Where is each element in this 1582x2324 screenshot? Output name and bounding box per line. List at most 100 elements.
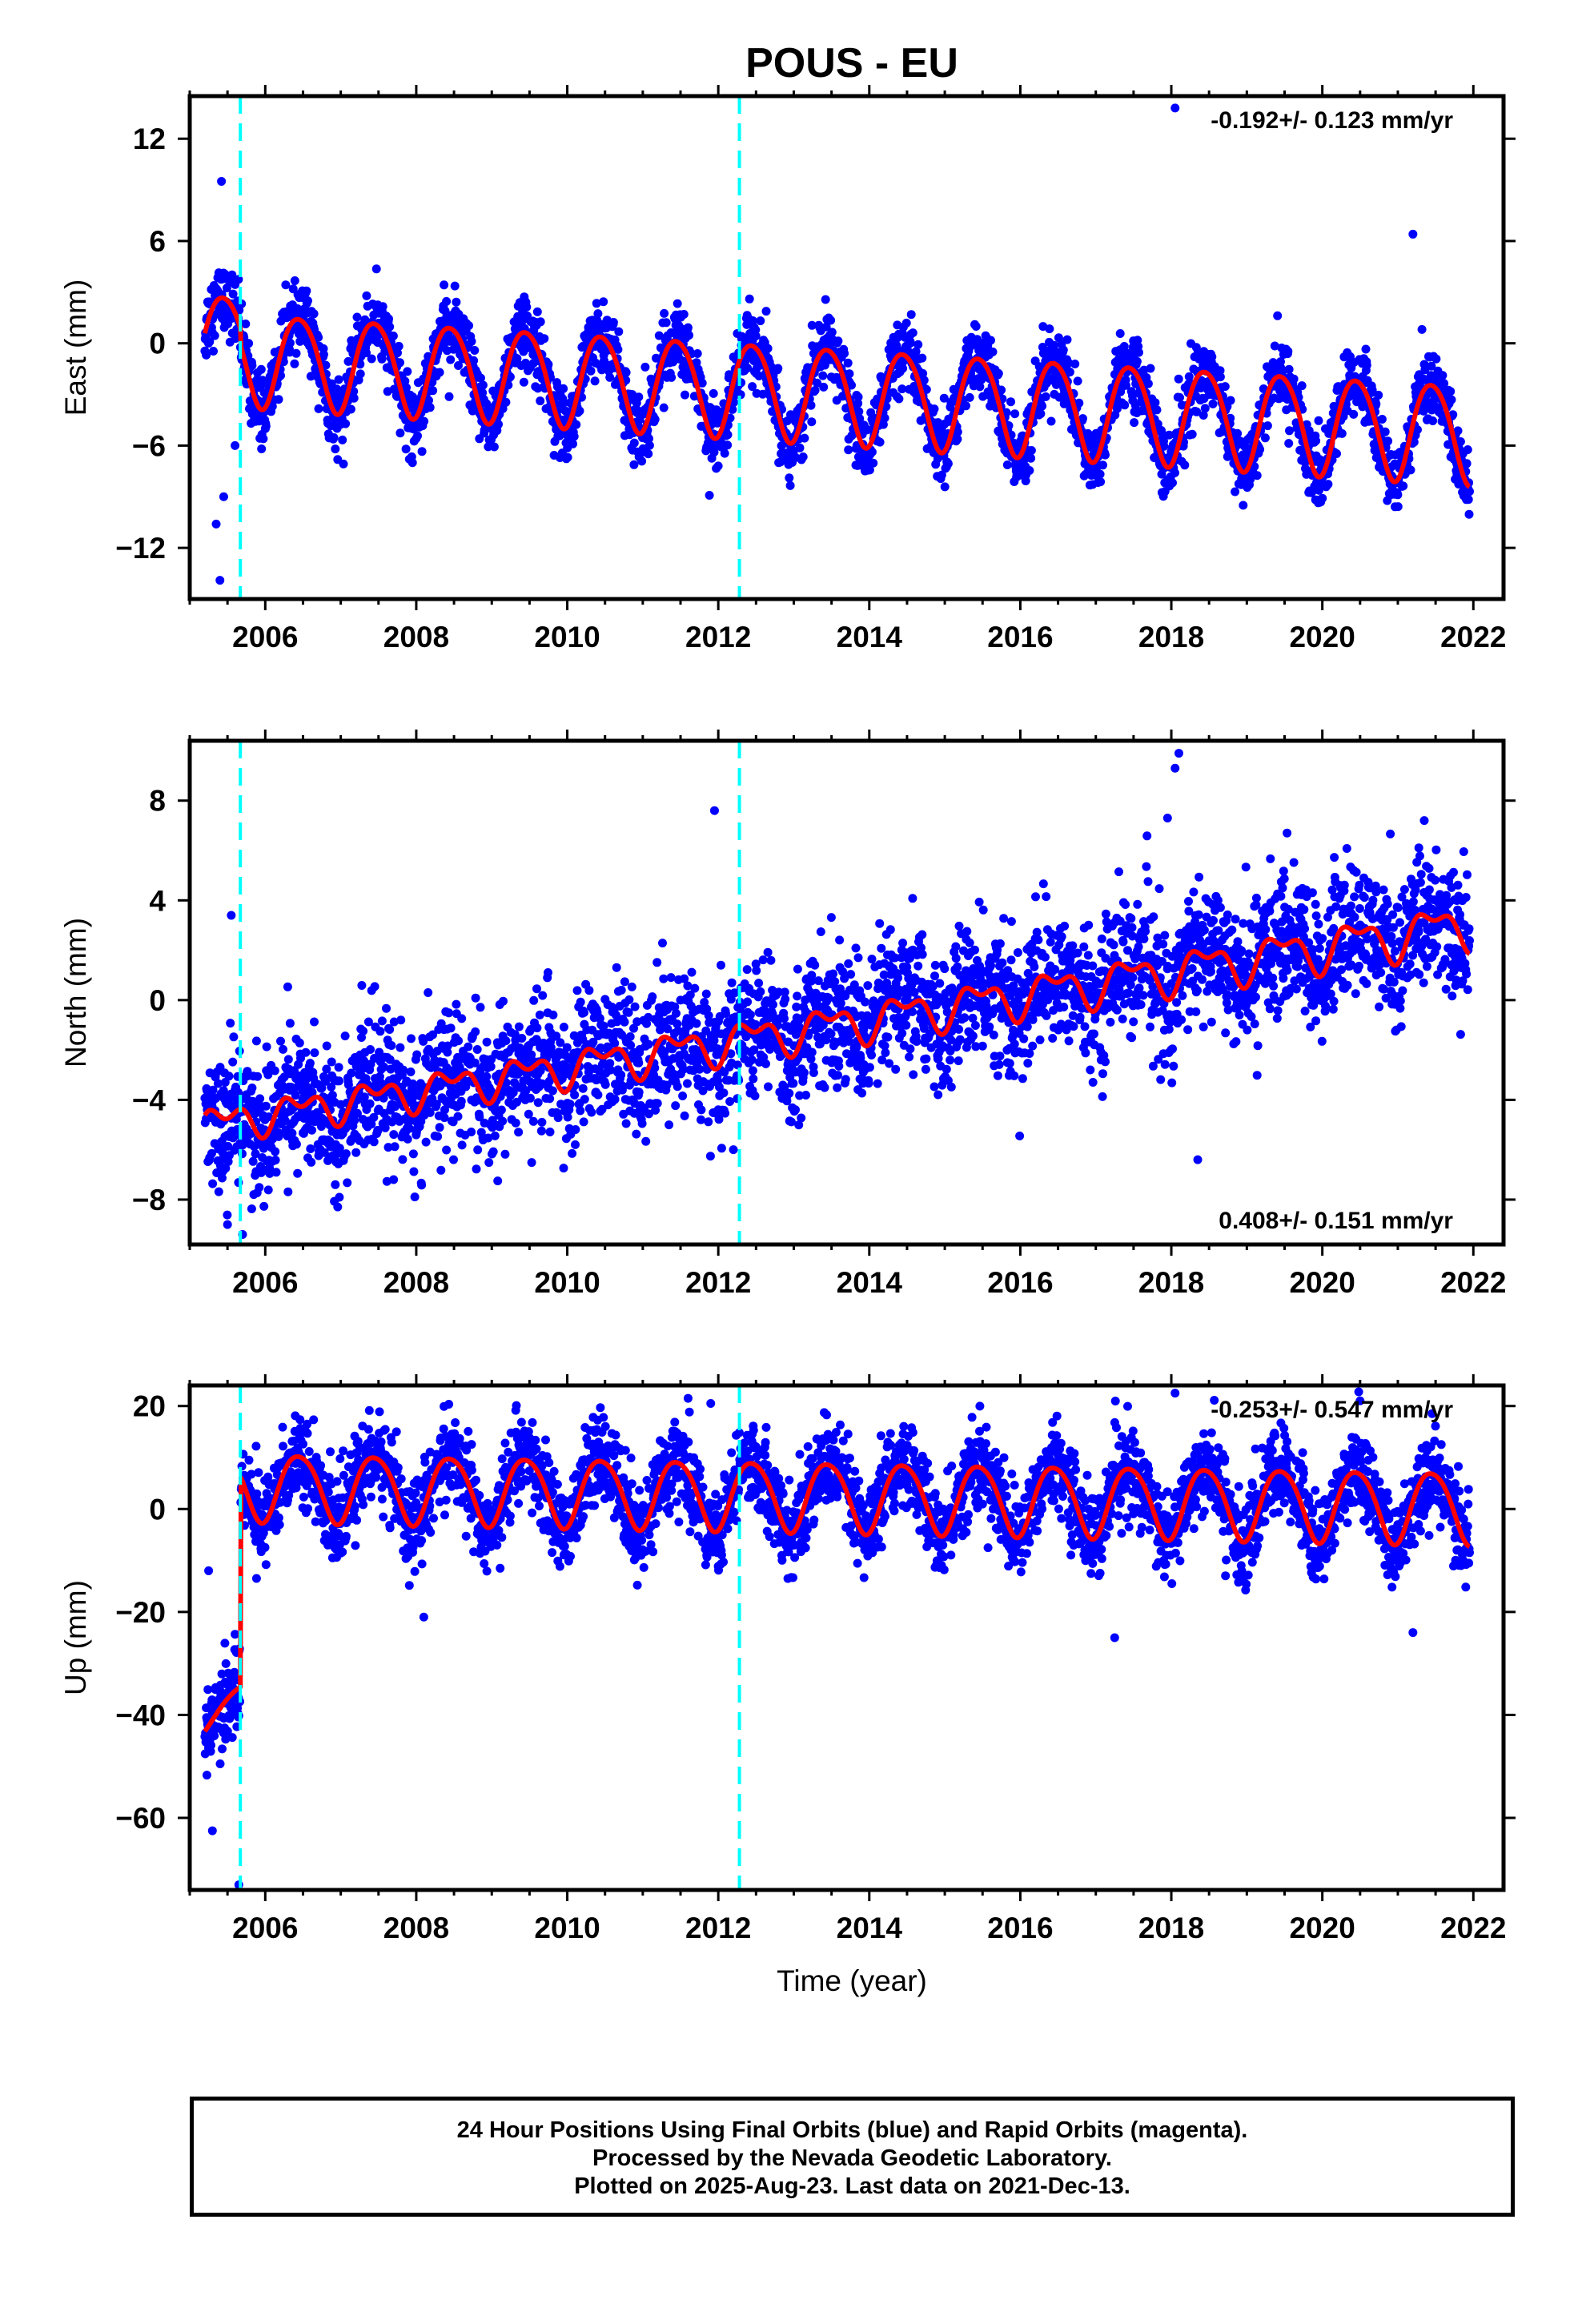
data-point — [1314, 416, 1323, 425]
data-point — [569, 432, 579, 441]
data-point — [1170, 468, 1179, 477]
data-point — [432, 1100, 441, 1109]
data-point — [853, 399, 863, 408]
data-point — [532, 984, 541, 994]
data-point — [301, 1047, 311, 1057]
data-point — [262, 1042, 271, 1051]
data-point — [375, 1027, 385, 1036]
data-point — [906, 310, 916, 320]
data-point — [1297, 381, 1307, 391]
data-point — [450, 281, 460, 291]
data-point — [471, 993, 480, 1003]
data-point — [536, 1126, 546, 1136]
data-point — [366, 1045, 375, 1054]
data-point — [327, 1082, 336, 1092]
data-point — [819, 382, 829, 392]
data-point — [1045, 324, 1054, 334]
data-point — [840, 348, 849, 358]
data-point — [257, 444, 267, 453]
data-point — [758, 389, 768, 399]
data-point — [341, 1124, 351, 1133]
data-point — [357, 981, 367, 990]
data-point — [644, 440, 654, 450]
data-point — [1361, 344, 1371, 354]
data-point — [901, 318, 911, 328]
data-point — [407, 1034, 416, 1043]
data-point — [621, 368, 631, 377]
outlier-point — [774, 458, 784, 468]
data-point — [408, 1079, 418, 1088]
data-point — [274, 395, 283, 404]
data-point — [681, 390, 689, 400]
data-point — [798, 452, 808, 461]
east-panel: 2006 2008 2010 2012 2014 2016 2018 2020 2022−12−… — [59, 85, 1516, 653]
data-point — [535, 1010, 544, 1019]
data-point — [692, 1019, 701, 1028]
data-point — [1377, 415, 1387, 424]
data-point — [616, 985, 626, 995]
data-point — [1273, 311, 1283, 320]
data-point — [355, 369, 365, 379]
data-point — [296, 1053, 305, 1063]
data-point — [527, 1158, 536, 1168]
data-point — [446, 1023, 456, 1033]
data-point — [208, 1085, 218, 1095]
east-plot-frame — [187, 94, 1506, 601]
data-point — [988, 347, 998, 356]
data-point — [537, 1117, 547, 1127]
data-point — [748, 382, 757, 392]
data-point — [343, 1178, 352, 1188]
data-point — [1283, 347, 1293, 356]
data-point — [545, 1094, 555, 1104]
data-point — [593, 1090, 603, 1100]
data-point — [1025, 466, 1034, 475]
data-point — [1448, 410, 1458, 420]
data-point — [855, 414, 865, 424]
data-point — [208, 1179, 218, 1188]
data-point — [1383, 436, 1393, 446]
data-point — [1284, 439, 1294, 448]
data-point — [536, 1066, 545, 1076]
data-point — [845, 369, 854, 379]
data-point — [880, 413, 889, 423]
data-point — [660, 308, 669, 318]
data-point — [994, 368, 1003, 378]
data-point — [965, 392, 974, 402]
y-tick-label: 6 — [149, 225, 166, 258]
data-point — [1226, 396, 1235, 405]
x-tick-label: 2012 — [685, 621, 751, 653]
data-point — [610, 1039, 620, 1048]
data-point — [406, 1068, 416, 1076]
data-point — [1367, 385, 1377, 395]
data-point — [785, 473, 794, 483]
north-position-points — [200, 749, 1474, 1240]
data-point — [409, 1167, 419, 1176]
data-point — [1073, 376, 1082, 386]
data-point — [917, 353, 927, 363]
data-point — [1323, 480, 1333, 489]
data-point — [659, 974, 669, 983]
data-point — [1065, 368, 1074, 377]
data-point — [897, 384, 907, 394]
data-point — [821, 295, 830, 304]
data-point — [214, 1187, 223, 1196]
data-point — [393, 348, 402, 358]
data-point — [997, 385, 1006, 395]
data-point — [493, 1176, 503, 1186]
data-point — [408, 1149, 418, 1159]
data-point — [654, 331, 664, 340]
data-point — [228, 289, 238, 299]
data-point — [261, 421, 271, 431]
data-point — [1417, 324, 1427, 334]
x-tick-label: 2020 — [1289, 621, 1355, 653]
data-point — [433, 1132, 443, 1141]
data-point — [247, 1204, 256, 1213]
data-point — [472, 1045, 482, 1054]
data-point — [620, 977, 629, 987]
data-point — [559, 1023, 568, 1031]
data-point — [306, 1144, 315, 1153]
data-point — [1010, 409, 1020, 419]
data-point — [527, 1050, 536, 1059]
data-point — [202, 350, 211, 360]
data-point — [291, 348, 301, 358]
